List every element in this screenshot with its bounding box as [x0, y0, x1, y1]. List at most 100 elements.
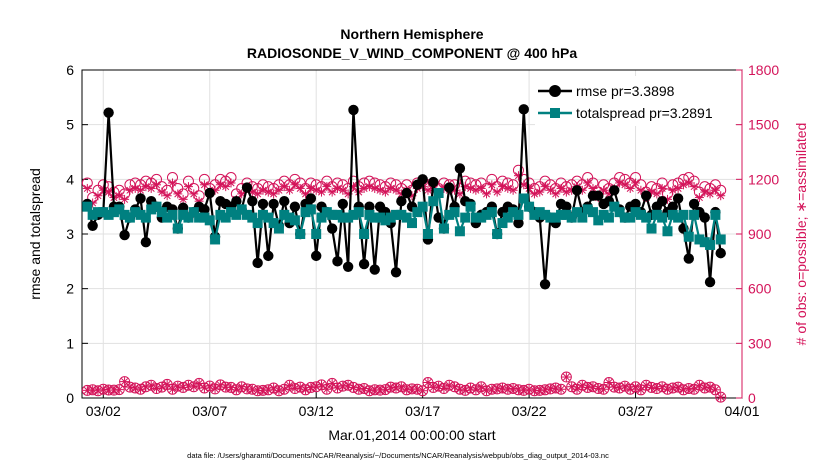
- y-left-tick-label: 6: [66, 62, 74, 78]
- obs_assimilated-low-point: [93, 386, 103, 396]
- rmse-point: [199, 204, 210, 215]
- x-tick-label: 03/02: [86, 403, 121, 419]
- obs_assimilated-point: [476, 183, 486, 193]
- obs_assimilated-point: [380, 187, 390, 197]
- obs_assimilated-low-point-stroke: [168, 385, 177, 393]
- obs_assimilated-low-point: [130, 383, 140, 393]
- obs_assimilated-low-point: [120, 377, 130, 387]
- obs_assimilated-point: [162, 191, 172, 201]
- totalspread-point: [492, 229, 503, 239]
- totalspread-point: [534, 207, 545, 218]
- obs_assimilated-point: [620, 180, 630, 190]
- totalspread-point: [577, 212, 588, 223]
- obs_assimilated-low-point-stroke: [600, 385, 608, 393]
- totalspread-point: [625, 212, 636, 223]
- obs_assimilated-low-point-stroke: [711, 386, 719, 394]
- obs_assimilated-low-point-stroke: [520, 386, 528, 394]
- obs_assimilated-low-point-stroke: [184, 381, 192, 389]
- obs_assimilated-point-stroke: [589, 184, 597, 192]
- obs_assimilated-low-point: [279, 384, 289, 394]
- x-tick-label: 04/01: [724, 403, 759, 419]
- obs_assimilated-low-point-stroke: [663, 385, 672, 393]
- obs_assimilated-low-point: [375, 385, 385, 395]
- obs_assimilated-point-stroke: [365, 183, 373, 191]
- totalspread-point: [545, 212, 556, 223]
- obs_assimilated-point: [269, 189, 279, 199]
- obs_assimilated-point-stroke: [158, 188, 166, 196]
- rmse-point: [672, 193, 684, 204]
- totalspread-point: [518, 193, 529, 204]
- obs_assimilated-low-point: [689, 384, 699, 394]
- legend: rmse pr=3.3898 totalspread pr=3.2891: [535, 76, 735, 126]
- obs_assimilated-low-point-stroke: [195, 379, 203, 387]
- obs_assimilated-point-stroke: [307, 184, 315, 192]
- obs_assimilated-low-point-stroke: [216, 381, 224, 389]
- rmse-point: [342, 261, 354, 272]
- y-right-tick-label: 300: [748, 335, 772, 351]
- totalspread-point: [412, 207, 423, 218]
- rmse-point: [539, 279, 551, 290]
- obs_assimilated-point-stroke: [482, 190, 491, 198]
- obs_assimilated-point: [391, 185, 401, 195]
- totalspread-point: [337, 212, 348, 223]
- obs_assimilated-low-point-stroke: [392, 384, 400, 392]
- obs_assimilated-low-point-stroke: [451, 383, 459, 391]
- obs_assimilated-low-point-stroke: [541, 386, 549, 394]
- totalspread-point: [524, 201, 535, 212]
- obs_assimilated-point-stroke: [200, 181, 208, 189]
- rmse-point: [119, 229, 130, 241]
- obs_assimilated-low-point-stroke: [472, 386, 480, 394]
- obs_assimilated-low-point-stroke: [584, 383, 592, 391]
- totalspread-point: [689, 209, 700, 220]
- obs_assimilated-point: [338, 185, 348, 195]
- rmse-point: [279, 196, 290, 207]
- obs_assimilated-point-stroke: [701, 188, 709, 196]
- totalspread-point: [332, 209, 343, 220]
- y-right-tick-label: 900: [748, 226, 772, 242]
- obs_assimilated-point: [167, 178, 177, 188]
- obs_assimilated-point: [545, 185, 555, 195]
- totalspread-point: [582, 204, 593, 215]
- y-axis-label-left: rmse and totalspread: [27, 168, 43, 300]
- totalspread-point: [422, 229, 433, 239]
- obs_assimilated-low-point-stroke: [211, 385, 219, 393]
- obs_assimilated-low-point-stroke: [637, 386, 645, 394]
- obs_assimilated-point: [237, 189, 247, 199]
- obs_assimilated-point-stroke: [717, 192, 725, 200]
- y-right-tick-label: 1200: [748, 171, 779, 187]
- rmse-point: [609, 185, 620, 196]
- totalspread-point: [146, 204, 157, 215]
- obs_assimilated-low-point: [492, 384, 502, 394]
- totalspread-point: [257, 209, 268, 220]
- totalspread-point: [226, 207, 237, 218]
- obs_assimilated-low-point-stroke: [275, 387, 283, 395]
- rmse-point: [364, 201, 375, 212]
- totalspread-point: [124, 212, 135, 223]
- obs_assimilated-low-point: [604, 378, 614, 388]
- obs_assimilated-low-point: [152, 384, 162, 394]
- obs_possible_low-point: [715, 391, 727, 403]
- totalspread-point: [156, 207, 167, 218]
- obs_assimilated-low-point-stroke: [467, 384, 475, 392]
- obs_assimilated-point: [694, 193, 704, 203]
- obs_assimilated-low-point: [497, 383, 507, 393]
- obs_assimilated-low-point: [551, 383, 561, 393]
- obs_assimilated-low-point-stroke: [296, 383, 304, 391]
- totalspread-point: [513, 209, 524, 220]
- obs_assimilated-low-point: [716, 392, 726, 402]
- totalspread-point: [103, 209, 114, 220]
- obs_assimilated-low-point-stroke: [339, 382, 347, 390]
- totalspread-point: [98, 207, 109, 218]
- obs_assimilated-low-point-stroke: [488, 385, 496, 393]
- obs_assimilated-low-point-stroke: [562, 373, 570, 381]
- totalspread-point: [268, 218, 279, 229]
- totalspread-point: [204, 215, 215, 226]
- obs_assimilated-point-stroke: [190, 190, 198, 198]
- totalspread-point: [454, 226, 465, 237]
- obs_assimilated-point-stroke: [168, 179, 177, 187]
- obs_assimilated-low-point-stroke: [174, 382, 182, 390]
- totalspread-point: [667, 209, 678, 220]
- totalspread-point: [646, 223, 657, 234]
- obs_assimilated-low-point-stroke: [355, 385, 363, 393]
- obs_assimilated-point: [183, 182, 193, 192]
